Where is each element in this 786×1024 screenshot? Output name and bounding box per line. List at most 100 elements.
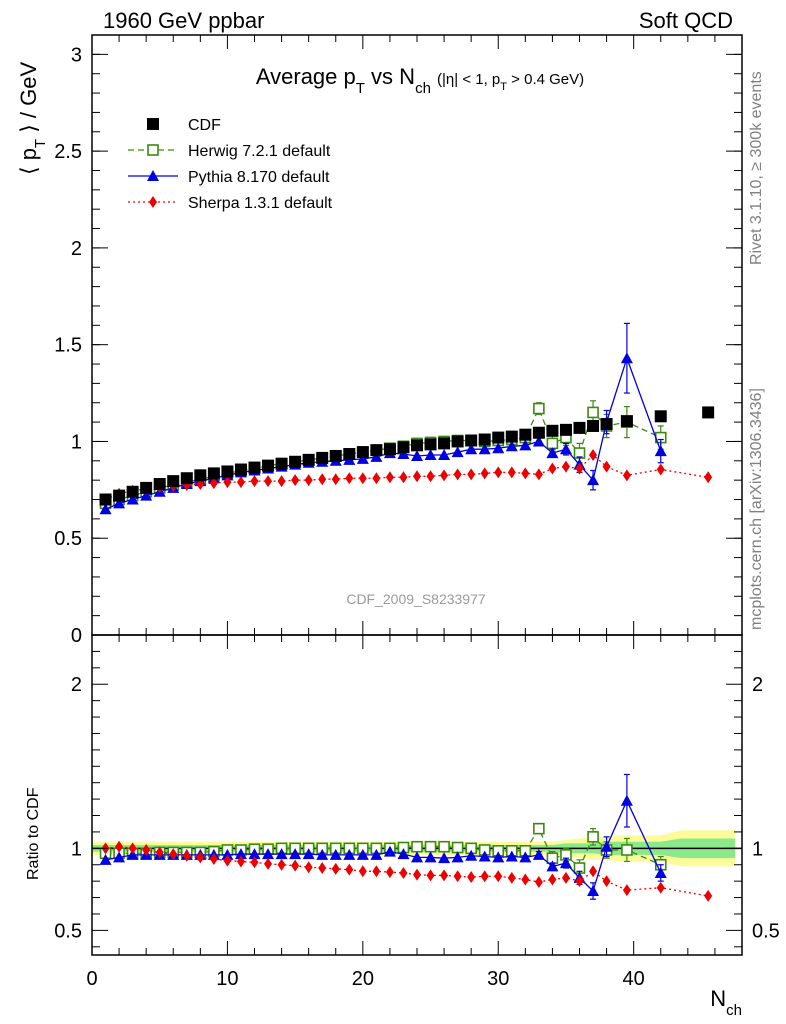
data-point [99,853,112,865]
data-point [532,426,545,439]
data-point [411,851,423,863]
data-point [385,866,394,879]
data-point [167,475,180,488]
data-point [140,489,153,501]
data-point [546,860,559,872]
data-point [250,475,259,488]
data-point [424,851,437,863]
data-point [600,840,613,852]
data-point [304,861,313,874]
data-point [262,459,275,472]
data-point [180,472,193,485]
data-point [467,468,476,481]
data-point [383,845,396,857]
data-point [345,863,354,876]
data-point [505,430,518,443]
data-point [358,865,367,878]
data-point [383,443,396,456]
data-point [587,831,599,843]
data-point [250,856,259,869]
data-point [492,431,505,444]
data-point [196,851,205,864]
data-point [654,866,667,878]
chart-title: Average pT vs Nch (|η| < 1, pT > 0.4 GeV… [256,64,584,97]
legend-label: Herwig 7.2.1 default [188,143,331,160]
data-point [426,470,435,483]
data-point [465,849,478,861]
data-point [587,474,600,486]
data-point [602,460,611,473]
data-point [113,497,126,509]
legend-item: Pythia 8.170 default [128,169,330,186]
data-point [451,435,464,448]
legend-item: Herwig 7.2.1 default [128,143,331,160]
data-point [289,848,302,860]
data-point [546,437,559,450]
data-point [507,871,516,884]
data-point [575,462,584,475]
y-tick-label: 2 [71,238,82,260]
data-point [140,481,153,494]
data-point [275,457,288,470]
data-point [234,848,247,860]
data-point [480,870,489,883]
data-point [478,443,491,455]
data-point [532,435,545,447]
data-point [465,434,478,447]
data-point [602,875,611,888]
y-tick-label-right: 1 [752,838,763,860]
data-point [620,794,633,806]
data-point [478,850,491,862]
data-point [126,485,139,498]
data-point [291,859,300,872]
y-tick-label: 3 [71,44,82,66]
data-point [155,846,164,859]
legend-label: Pythia 8.170 default [188,169,330,186]
data-point [559,857,572,869]
data-point [356,446,369,459]
data-point [318,473,327,486]
data-point [620,415,633,428]
data-point [656,463,665,476]
data-point [264,857,273,870]
data-point [370,450,383,462]
data-point [142,843,151,856]
ratio-panel: 0 10 20 30 40 0.5 0.5 1 1 2 2 Ratio to CDF [25,634,780,990]
data-point [622,884,631,897]
legend-label: CDF [188,117,221,134]
data-point [559,443,572,455]
data-point [451,446,464,458]
data-point [654,410,667,423]
data-point [521,467,530,480]
data-point [316,848,329,860]
data-point [507,466,516,479]
series-sherpa [101,840,713,902]
data-point [704,889,713,902]
data-point [534,875,543,888]
y-tick-label: 2.5 [54,141,82,163]
data-point [209,477,218,490]
data-point [559,423,572,436]
data-point [99,503,112,515]
data-point [438,852,451,864]
data-point [440,469,449,482]
data-point [234,463,247,476]
data-point [587,419,600,432]
header-left: 1960 GeV ppbar [103,8,264,33]
data-point [702,406,715,419]
data-point [126,848,139,860]
y-tick-label: 0.5 [54,920,82,942]
data-point [438,437,451,450]
data-point [248,461,261,474]
data-point [372,865,381,878]
data-point [424,449,437,460]
x-tick-label: 0 [86,968,97,990]
data-point [113,489,126,502]
y-tick-label: 0 [71,625,82,647]
data-point [331,862,340,875]
watermark: CDF_2009_S8233977 [346,591,486,607]
mcplots-label: mcplots.cern.ch [arXiv:1306.3436] [748,388,765,630]
data-point [600,418,613,431]
data-point [467,871,476,884]
data-point [329,449,342,462]
